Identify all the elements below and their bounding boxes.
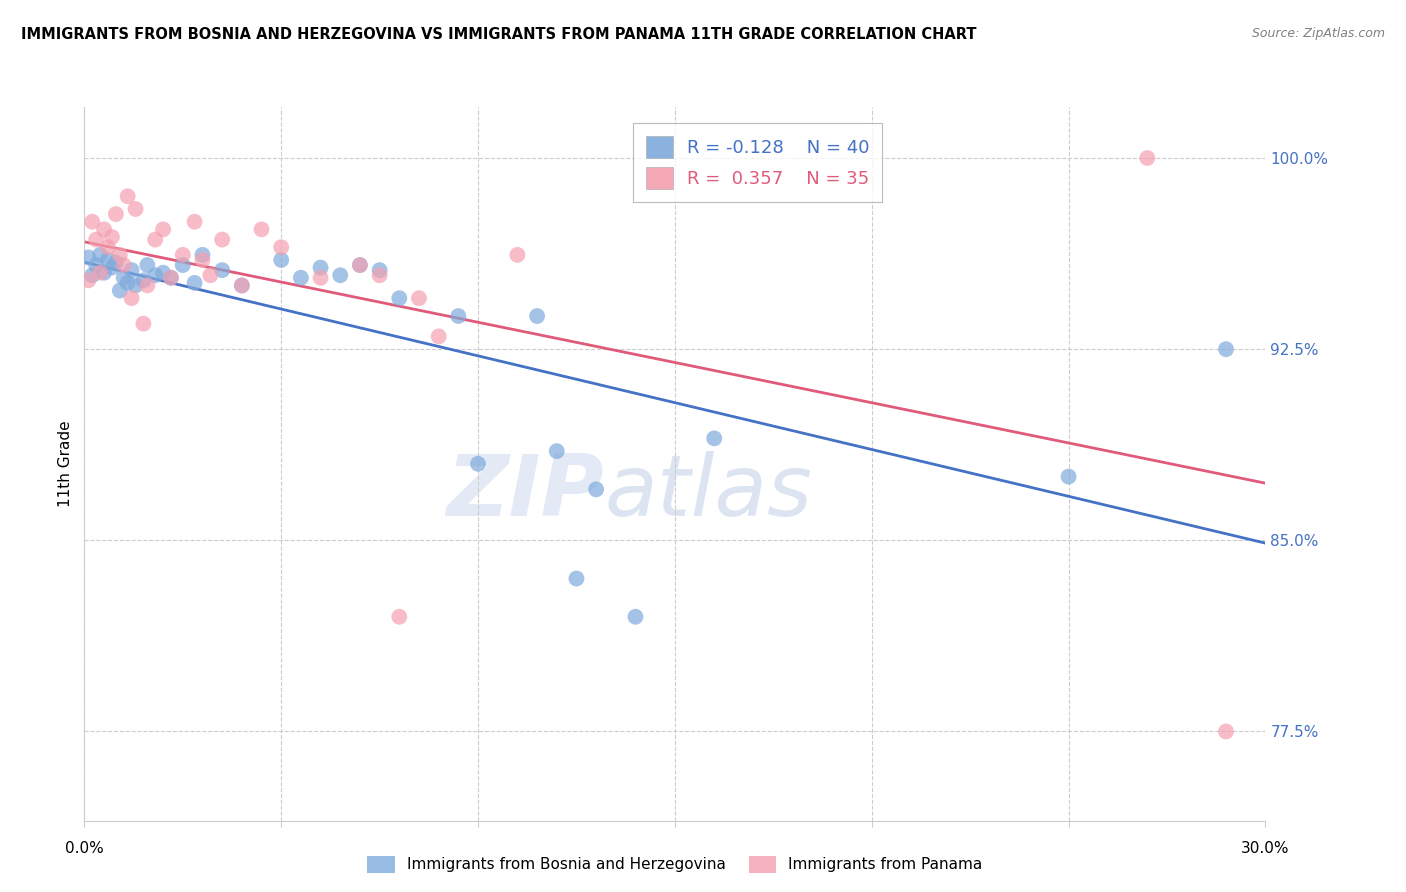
Point bbox=[101, 260, 124, 275]
Point bbox=[152, 266, 174, 280]
Point bbox=[112, 258, 135, 272]
Point bbox=[82, 268, 104, 283]
Point bbox=[546, 444, 568, 458]
Point bbox=[1136, 151, 1159, 165]
Point bbox=[1215, 724, 1237, 739]
Point bbox=[447, 309, 470, 323]
Text: ZIP: ZIP bbox=[446, 450, 605, 534]
Point bbox=[565, 572, 588, 586]
Point bbox=[172, 258, 194, 272]
Point bbox=[124, 202, 146, 216]
Point bbox=[408, 291, 430, 305]
Text: 30.0%: 30.0% bbox=[1241, 841, 1289, 856]
Point bbox=[250, 222, 273, 236]
Point bbox=[104, 255, 127, 269]
Point bbox=[703, 431, 725, 445]
Point bbox=[97, 252, 120, 267]
Y-axis label: 11th Grade: 11th Grade bbox=[58, 420, 73, 508]
Point bbox=[183, 276, 205, 290]
Text: Source: ZipAtlas.com: Source: ZipAtlas.com bbox=[1251, 27, 1385, 40]
Point bbox=[152, 222, 174, 236]
Point bbox=[136, 258, 159, 272]
Point bbox=[211, 263, 233, 277]
Point bbox=[270, 252, 292, 267]
Point bbox=[467, 457, 489, 471]
Point bbox=[97, 240, 120, 254]
Point bbox=[349, 258, 371, 272]
Point bbox=[77, 273, 100, 287]
Point bbox=[89, 266, 111, 280]
Point bbox=[108, 248, 131, 262]
Point bbox=[624, 609, 647, 624]
Point bbox=[117, 189, 139, 203]
Text: 0.0%: 0.0% bbox=[65, 841, 104, 856]
Point bbox=[191, 252, 214, 267]
Point bbox=[77, 251, 100, 265]
Point bbox=[309, 270, 332, 285]
Point bbox=[93, 266, 115, 280]
Point bbox=[388, 291, 411, 305]
Point bbox=[231, 278, 253, 293]
Point bbox=[388, 609, 411, 624]
Point bbox=[172, 248, 194, 262]
Point bbox=[231, 278, 253, 293]
Point bbox=[1057, 469, 1080, 483]
Point bbox=[290, 270, 312, 285]
Point bbox=[349, 258, 371, 272]
Point bbox=[84, 258, 107, 272]
Text: atlas: atlas bbox=[605, 450, 813, 534]
Point bbox=[368, 268, 391, 283]
Point bbox=[101, 230, 124, 244]
Point bbox=[526, 309, 548, 323]
Point bbox=[93, 222, 115, 236]
Point bbox=[211, 233, 233, 247]
Point bbox=[136, 278, 159, 293]
Point bbox=[121, 291, 143, 305]
Point bbox=[112, 270, 135, 285]
Point bbox=[309, 260, 332, 275]
Legend: Immigrants from Bosnia and Herzegovina, Immigrants from Panama: Immigrants from Bosnia and Herzegovina, … bbox=[360, 848, 990, 880]
Point bbox=[1215, 342, 1237, 356]
Point bbox=[183, 215, 205, 229]
Point bbox=[132, 273, 155, 287]
Point bbox=[82, 215, 104, 229]
Point bbox=[121, 263, 143, 277]
Point bbox=[108, 284, 131, 298]
Point bbox=[89, 248, 111, 262]
Point bbox=[585, 483, 607, 497]
Point bbox=[200, 268, 222, 283]
Point bbox=[329, 268, 352, 283]
Point bbox=[160, 270, 183, 285]
Point bbox=[143, 233, 166, 247]
Point bbox=[427, 329, 450, 343]
Point bbox=[506, 248, 529, 262]
Point bbox=[132, 317, 155, 331]
Point bbox=[191, 248, 214, 262]
Point bbox=[368, 263, 391, 277]
Text: IMMIGRANTS FROM BOSNIA AND HERZEGOVINA VS IMMIGRANTS FROM PANAMA 11TH GRADE CORR: IMMIGRANTS FROM BOSNIA AND HERZEGOVINA V… bbox=[21, 27, 977, 42]
Point bbox=[104, 207, 127, 221]
Point bbox=[84, 233, 107, 247]
Point bbox=[270, 240, 292, 254]
Point bbox=[124, 278, 146, 293]
Point bbox=[143, 268, 166, 283]
Point bbox=[117, 276, 139, 290]
Point bbox=[160, 270, 183, 285]
